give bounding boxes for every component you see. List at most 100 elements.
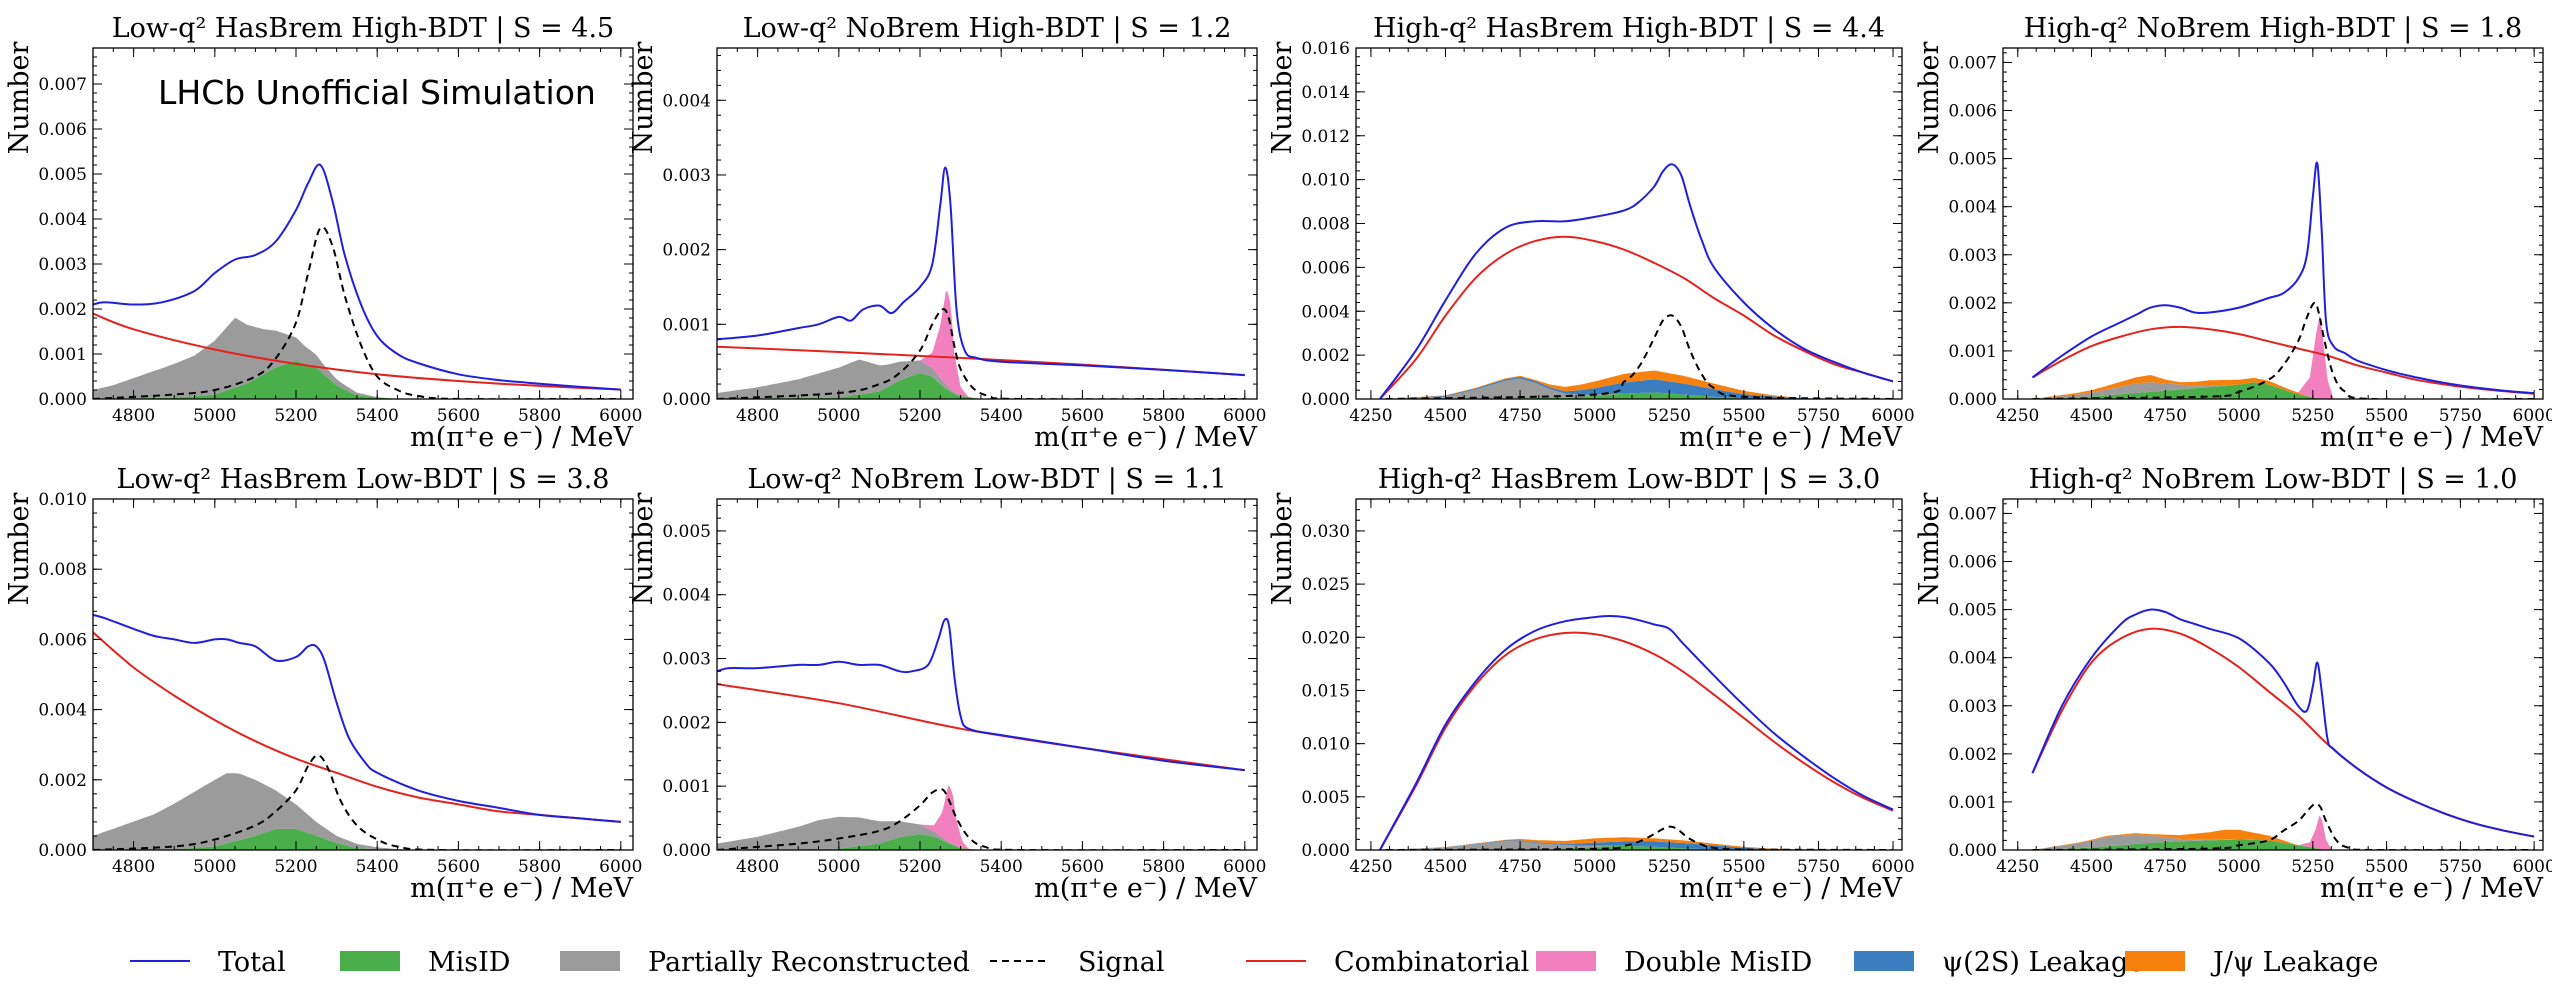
x-tick-label: 5200	[898, 406, 941, 426]
x-axis-label: m(π⁺e e⁻) / MeV	[2320, 422, 2543, 453]
x-axis-label: m(π⁺e e⁻) / MeV	[1679, 422, 1902, 453]
y-tick-label: 0.002	[662, 713, 711, 733]
stacked-components	[2032, 315, 2535, 399]
x-tick-label: 5200	[274, 857, 317, 877]
x-tick-label: 5800	[1142, 857, 1185, 877]
x-tick-label: 5500	[2365, 406, 2408, 426]
x-tick-label: 5800	[518, 857, 561, 877]
legend-label: J/ψ Leakage	[2210, 947, 2378, 978]
x-tick-label: 4800	[736, 406, 779, 426]
x-tick-label: 6000	[599, 406, 642, 426]
x-tick-label: 4750	[1498, 857, 1541, 877]
legend-item-misid: MisID	[340, 947, 510, 978]
plot-area	[717, 499, 1257, 850]
y-tick-label: 0.000	[38, 841, 87, 861]
ticks	[716, 499, 1257, 851]
line-total	[1379, 615, 1894, 850]
x-tick-label: 5800	[518, 406, 561, 426]
y-axis-label: Number	[4, 42, 35, 155]
y-tick-label: 0.007	[38, 75, 87, 95]
stacked-components	[717, 290, 1245, 399]
line-combinatorial	[2032, 325, 2535, 395]
x-tick-label: 6000	[2513, 406, 2552, 426]
x-axis-label: m(π⁺e e⁻) / MeV	[1679, 873, 1902, 904]
line-total	[93, 613, 621, 823]
y-tick-label: 0.000	[1301, 390, 1350, 410]
x-tick-label: 5250	[2291, 857, 2334, 877]
y-tick-label: 0.005	[662, 522, 711, 542]
series-lines	[1379, 615, 1894, 850]
chart-panel-6: 4800 5000 5200 5400 5600 5800 6000 0.000 0.001 0.…	[628, 464, 1266, 904]
x-tick-label: 5400	[980, 406, 1023, 426]
y-tick-label: 0.004	[662, 91, 711, 111]
y-tick-label: 0.002	[1301, 346, 1350, 366]
y-tick-label: 0.000	[662, 390, 711, 410]
x-tick-label: 5200	[898, 857, 941, 877]
stacked-components	[93, 317, 621, 399]
y-tick-label: 0.007	[1948, 504, 1997, 524]
y-tick-label: 0.006	[1301, 258, 1350, 278]
x-tick-label: 5000	[817, 857, 860, 877]
legend-label: Signal	[1078, 947, 1165, 978]
area-jpsi-leakage	[2032, 375, 2535, 399]
y-tick-label: 0.030	[1301, 522, 1350, 542]
line-signal	[1385, 825, 1894, 850]
y-tick-label: 0.005	[1948, 150, 1997, 170]
legend-item-psi2s-leakage: ψ(2S) Leakage	[1854, 947, 2144, 978]
x-tick-label: 5000	[193, 406, 236, 426]
area-misid	[1379, 845, 1893, 850]
y-tick-label: 0.004	[38, 701, 87, 721]
area-misid	[2032, 839, 2535, 850]
panel-title: Low-q² HasBrem High-BDT | S = 4.5	[112, 13, 614, 44]
y-tick-label: 0.001	[662, 777, 711, 797]
legend-item-double-misid: Double MisID	[1536, 947, 1812, 978]
axes-frame	[92, 498, 634, 851]
y-tick-label: 0.002	[38, 300, 87, 320]
x-tick-label: 4800	[112, 857, 155, 877]
panel-title: Low-q² NoBrem High-BDT | S = 1.2	[743, 13, 1232, 44]
line-combinatorial	[1379, 235, 1894, 399]
axes-frame	[2002, 47, 2544, 400]
legend-swatch	[1854, 951, 1914, 971]
y-tick-label: 0.005	[1301, 788, 1350, 808]
x-tick-label: 4750	[1498, 406, 1541, 426]
chart-grid: 4800 5000 5200 5400 5600 5800 6000 0.000 0.001 0.…	[4, 13, 2552, 904]
y-tick-label: 0.003	[1948, 697, 1997, 717]
area-misid	[1379, 392, 1893, 399]
x-tick-label: 5400	[356, 406, 399, 426]
legend-swatch	[1536, 951, 1596, 971]
y-tick-label: 0.004	[38, 210, 87, 230]
x-tick-label: 4250	[1349, 406, 1392, 426]
y-tick-label: 0.000	[1948, 841, 1997, 861]
y-tick-label: 0.003	[1948, 246, 1997, 266]
x-axis-label: m(π⁺e e⁻) / MeV	[410, 422, 633, 453]
y-tick-label: 0.004	[1301, 302, 1350, 322]
series-lines	[93, 163, 621, 399]
plot-area	[93, 48, 633, 399]
y-tick-label: 0.003	[38, 255, 87, 275]
legend-item-jpsi-leakage: J/ψ Leakage	[2125, 947, 2378, 978]
y-tick-label: 0.000	[1948, 390, 1997, 410]
y-tick-label: 0.003	[662, 166, 711, 186]
area-partially-reconstructed	[1379, 841, 1893, 850]
x-tick-label: 5600	[1061, 406, 1104, 426]
y-tick-label: 0.001	[1948, 342, 1997, 362]
y-tick-label: 0.004	[662, 586, 711, 606]
area-partially-reconstructed	[1379, 378, 1893, 399]
y-tick-label: 0.004	[1948, 649, 1997, 669]
series-lines	[717, 617, 1245, 850]
y-tick-label: 0.005	[38, 165, 87, 185]
x-axis-label: m(π⁺e e⁻) / MeV	[1034, 422, 1257, 453]
x-tick-label: 5800	[1142, 406, 1185, 426]
area-psi2s-leakage	[1379, 840, 1893, 850]
series-lines	[2031, 161, 2535, 399]
panel-title: High-q² NoBrem High-BDT | S = 1.8	[2024, 13, 2522, 44]
chart-panel-1: 4800 5000 5200 5400 5600 5800 6000 0.000 0.001 0.…	[4, 13, 642, 453]
x-tick-label: 5250	[1648, 857, 1691, 877]
x-tick-label: 5200	[274, 406, 317, 426]
x-tick-label: 5750	[1797, 857, 1840, 877]
line-signal	[2032, 802, 2535, 850]
x-tick-label: 4500	[2070, 406, 2113, 426]
area-psi2s-leakage	[1379, 376, 1893, 399]
